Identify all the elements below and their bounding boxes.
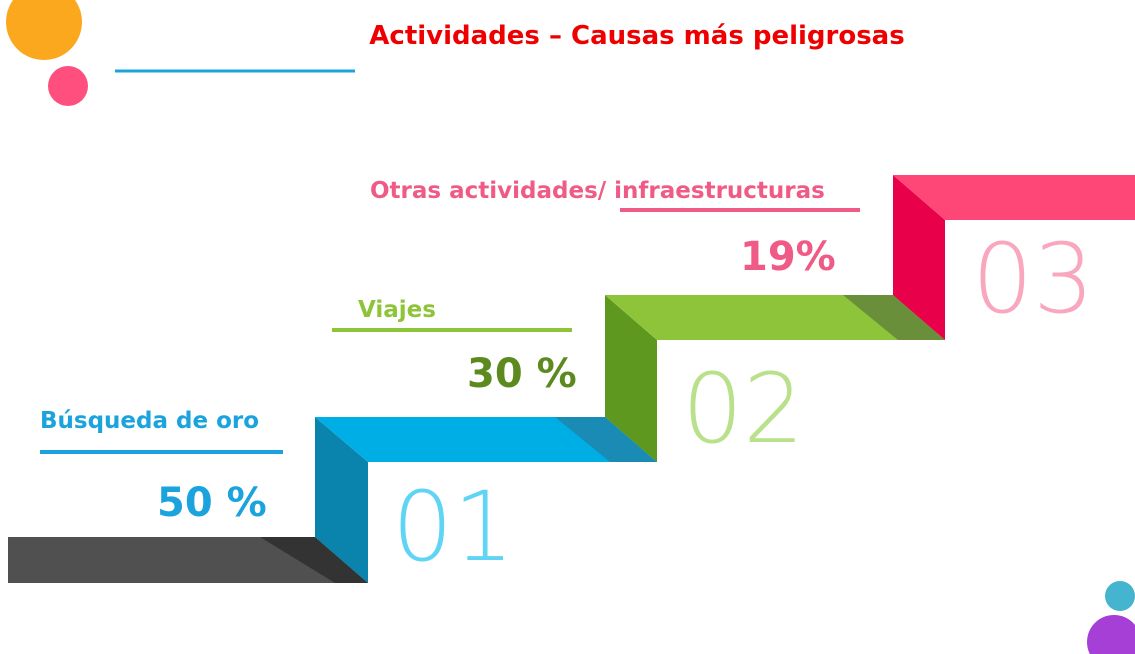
decor-circle (1087, 615, 1135, 654)
step-label: Otras actividades/ infraestructuras (370, 178, 825, 204)
step-value: 30 % (467, 351, 577, 397)
slide: Actividades – Causas más peligrosas 01 0… (0, 0, 1135, 654)
title: Actividades – Causas más peligrosas (369, 21, 904, 51)
step-value: 50 % (157, 480, 267, 526)
step-label: Viajes (358, 297, 436, 323)
step-label: Búsqueda de oro (40, 408, 259, 434)
decor-circle (1105, 581, 1135, 611)
decor-circle (6, 0, 82, 60)
step-value: 19% (740, 234, 836, 280)
step-number: 01 (392, 471, 514, 583)
step-number: 03 (972, 223, 1094, 335)
decor-circle (48, 66, 88, 106)
step-number: 02 (682, 353, 804, 465)
